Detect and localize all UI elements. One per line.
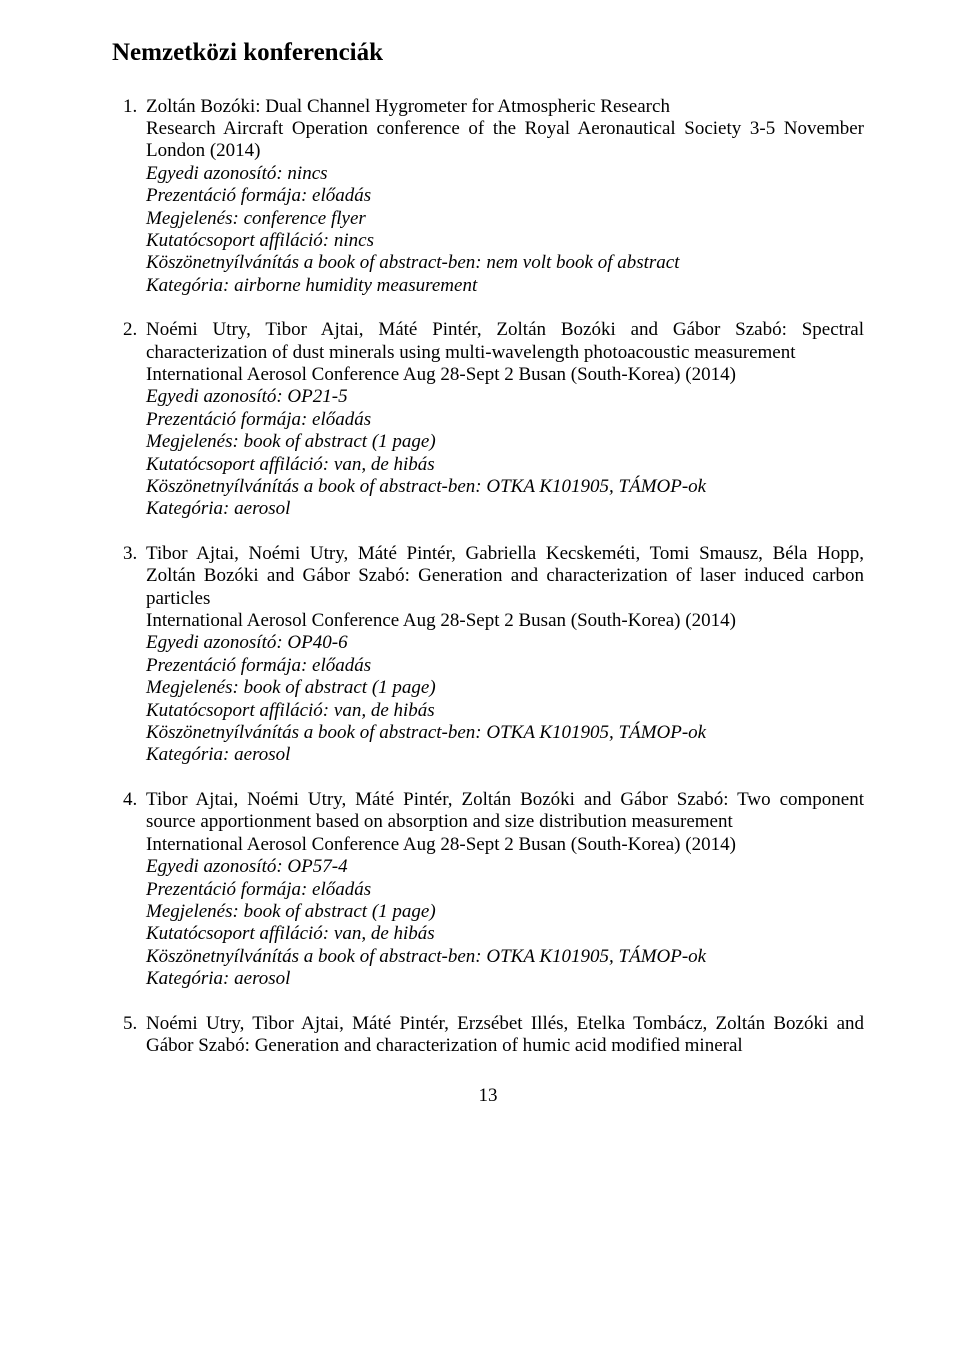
entry-title: Tibor Ajtai, Noémi Utry, Máté Pintér, Ga… — [146, 543, 864, 609]
entry-title: Noémi Utry, Tibor Ajtai, Máté Pintér, Er… — [146, 1013, 864, 1056]
entry-cat: Kategória: aerosol — [146, 744, 290, 765]
entry-form: Prezentáció formája: előadás — [146, 185, 371, 206]
entry-cat: Kategória: aerosol — [146, 968, 290, 989]
section-heading: Nemzetközi konferenciák — [112, 38, 864, 68]
entry-id: Egyedi azonosító: nincs — [146, 163, 328, 184]
entry-form: Prezentáció formája: előadás — [146, 655, 371, 676]
entry-form: Prezentáció formája: előadás — [146, 879, 371, 900]
entry-ack: Köszönetnyílvánítás a book of abstract-b… — [146, 476, 706, 497]
entry-conference: International Aerosol Conference Aug 28-… — [146, 834, 736, 855]
entry-conference: International Aerosol Conference Aug 28-… — [146, 610, 736, 631]
entry-ack: Köszönetnyílvánítás a book of abstract-b… — [146, 722, 706, 743]
entry-id: Egyedi azonosító: OP21-5 — [146, 386, 348, 407]
entry-conference: International Aerosol Conference Aug 28-… — [146, 364, 736, 385]
entry-form: Prezentáció formája: előadás — [146, 409, 371, 430]
entry-affil: Kutatócsoport affiláció: van, de hibás — [146, 700, 435, 721]
entry-cat: Kategória: aerosol — [146, 498, 290, 519]
page-number: 13 — [112, 1085, 864, 1107]
entry-id: Egyedi azonosító: OP40-6 — [146, 632, 348, 653]
entry-5: Noémi Utry, Tibor Ajtai, Máté Pintér, Er… — [142, 1013, 864, 1058]
entry-cat: Kategória: airborne humidity measurement — [146, 275, 477, 296]
entry-2: Noémi Utry, Tibor Ajtai, Máté Pintér, Zo… — [142, 319, 864, 521]
entry-pub: Megjelenés: conference flyer — [146, 208, 366, 229]
entry-title: Zoltán Bozóki: Dual Channel Hygrometer f… — [146, 96, 670, 117]
entry-4: Tibor Ajtai, Noémi Utry, Máté Pintér, Zo… — [142, 789, 864, 991]
entry-conference: Research Aircraft Operation conference o… — [146, 118, 864, 161]
entry-pub: Megjelenés: book of abstract (1 page) — [146, 901, 436, 922]
entry-ack: Köszönetnyílvánítás a book of abstract-b… — [146, 252, 680, 273]
entry-1: Zoltán Bozóki: Dual Channel Hygrometer f… — [142, 96, 864, 298]
entry-id: Egyedi azonosító: OP57-4 — [146, 856, 348, 877]
entry-3: Tibor Ajtai, Noémi Utry, Máté Pintér, Ga… — [142, 543, 864, 767]
entry-title: Tibor Ajtai, Noémi Utry, Máté Pintér, Zo… — [146, 789, 864, 832]
entry-affil: Kutatócsoport affiláció: van, de hibás — [146, 454, 435, 475]
entry-title: Noémi Utry, Tibor Ajtai, Máté Pintér, Zo… — [146, 319, 864, 362]
entries-list: Zoltán Bozóki: Dual Channel Hygrometer f… — [112, 96, 864, 1058]
entry-affil: Kutatócsoport affiláció: van, de hibás — [146, 923, 435, 944]
entry-pub: Megjelenés: book of abstract (1 page) — [146, 677, 436, 698]
entry-ack: Köszönetnyílvánítás a book of abstract-b… — [146, 946, 706, 967]
entry-pub: Megjelenés: book of abstract (1 page) — [146, 431, 436, 452]
entry-affil: Kutatócsoport affiláció: nincs — [146, 230, 374, 251]
